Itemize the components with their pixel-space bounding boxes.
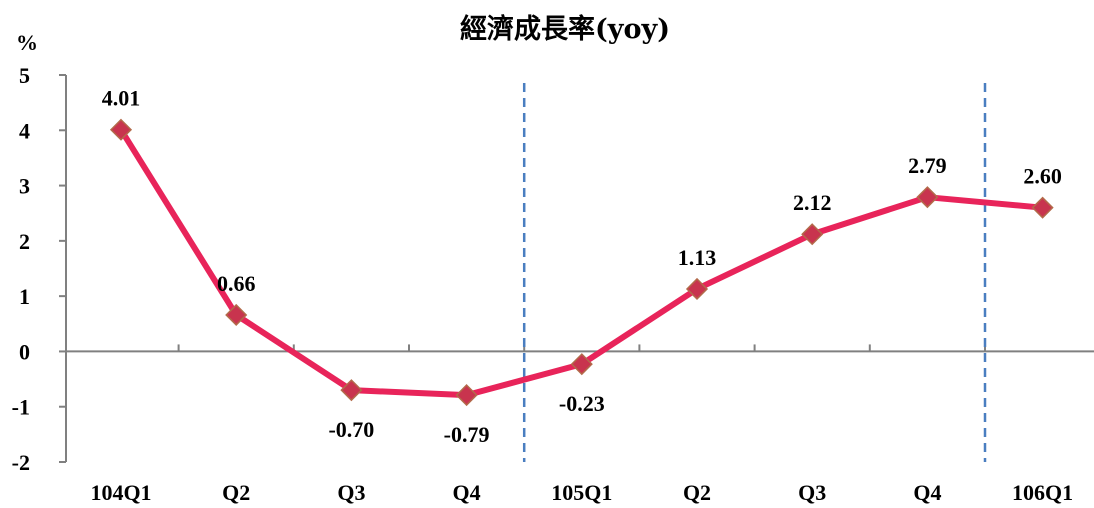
data-label: 4.01	[102, 86, 141, 111]
data-label: 2.79	[908, 153, 947, 178]
y-tick-label: 4	[19, 118, 30, 143]
x-tick-label: 105Q1	[551, 480, 612, 505]
data-point-marker	[1031, 196, 1054, 219]
x-tick-label: Q4	[913, 480, 941, 505]
data-point-marker	[801, 223, 824, 246]
chart-title: 經濟成長率(yoy)	[460, 13, 670, 45]
data-point-marker	[109, 118, 133, 141]
data-point-marker	[570, 353, 593, 376]
y-tick-label: 3	[19, 174, 30, 199]
data-label: 2.12	[793, 190, 832, 215]
x-tick-label: Q2	[222, 480, 250, 505]
data-label: -0.23	[559, 391, 605, 416]
year-separators	[522, 83, 987, 462]
y-tick-label: 1	[19, 284, 30, 309]
data-label: 0.66	[217, 271, 256, 296]
x-tick-label: 104Q1	[90, 480, 151, 505]
data-point-marker	[455, 384, 478, 407]
y-axis-ticks: 5 4 3 2 1 0 -1 -2	[12, 63, 66, 475]
x-tick-label: Q4	[453, 480, 481, 505]
data-label: -0.70	[328, 417, 374, 442]
data-labels: 4.01 0.66 -0.70 -0.79 -0.23 1.13 2.12 2.79 2.60	[102, 86, 1062, 447]
x-tick-label: Q3	[337, 480, 365, 505]
y-tick-label: 2	[19, 229, 30, 254]
data-point-marker	[340, 379, 363, 402]
y-tick-label: 0	[19, 339, 30, 364]
x-tick-label: Q2	[683, 480, 711, 505]
y-tick-label: 5	[19, 63, 30, 88]
data-point-marker	[685, 277, 709, 301]
data-label: -0.79	[444, 422, 490, 447]
x-axis-ticks: 104Q1 Q2 Q3 Q4 105Q1 Q2 Q3 Q4 106Q1	[90, 344, 1073, 505]
y-tick-label: -2	[12, 450, 30, 475]
axes	[65, 75, 1094, 462]
data-label: 1.13	[678, 245, 717, 270]
x-tick-label: Q3	[798, 480, 826, 505]
y-axis-unit-label: %	[16, 30, 38, 55]
data-point-marker	[916, 186, 939, 209]
series-markers	[109, 118, 1054, 407]
data-point-marker	[225, 303, 248, 327]
y-tick-label: -1	[12, 395, 30, 420]
data-label: 2.60	[1023, 164, 1062, 189]
x-tick-label: 106Q1	[1012, 480, 1073, 505]
